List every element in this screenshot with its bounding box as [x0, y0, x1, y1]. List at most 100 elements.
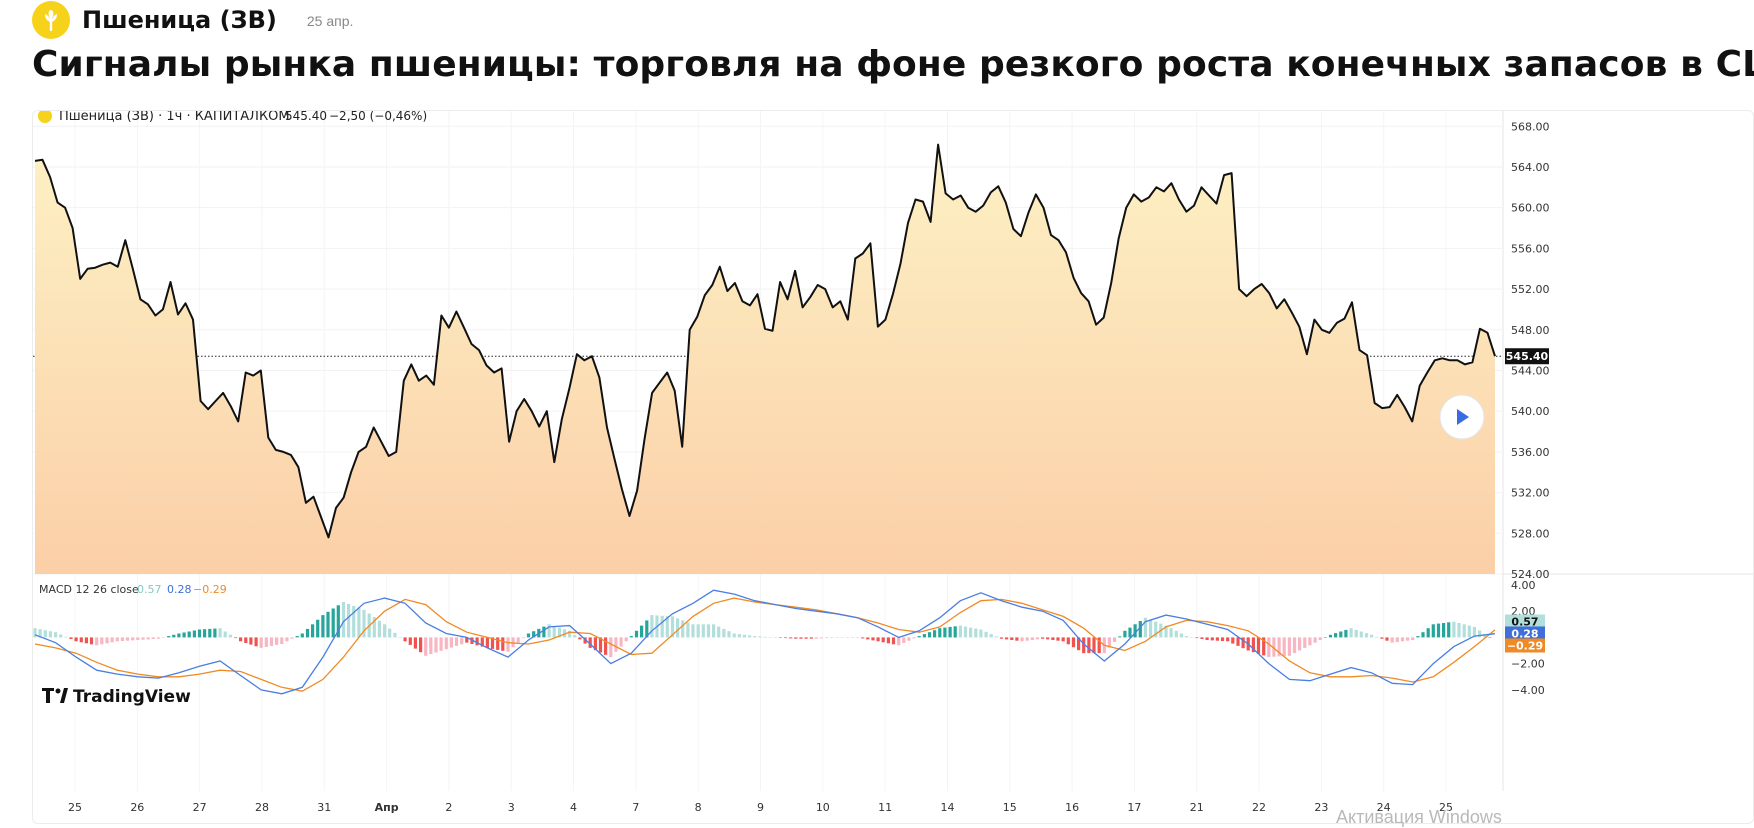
macd-histogram-bar — [496, 637, 500, 650]
macd-histogram-bar — [1442, 623, 1446, 638]
macd-histogram-bar — [938, 628, 942, 638]
macd-badge-2-text: 0.28 — [1511, 627, 1538, 640]
macd-histogram-bar — [1436, 623, 1441, 638]
macd-histogram-bar — [948, 626, 952, 638]
macd-histogram-bar — [773, 637, 777, 638]
macd-histogram-bar — [403, 637, 407, 642]
macd-histogram-bar — [588, 637, 592, 648]
asset-name[interactable]: Пшеница (ЗВ) — [82, 6, 277, 34]
macd-histogram-bar — [1318, 637, 1322, 640]
macd-histogram-bar — [434, 637, 438, 653]
macd-histogram-bar — [228, 634, 232, 638]
x-tick-label: 9 — [757, 801, 764, 814]
macd-histogram-bar — [1143, 617, 1147, 638]
macd-histogram-bar — [305, 628, 310, 638]
macd-histogram-bar — [408, 637, 412, 645]
macd-histogram-bar — [1149, 619, 1153, 638]
x-tick-label: 17 — [1127, 801, 1141, 814]
macd-histogram-bar — [516, 637, 520, 643]
macd-histogram-bar — [1339, 631, 1343, 638]
macd-histogram-bar — [480, 637, 484, 647]
macd-histogram-bar — [352, 605, 356, 638]
macd-histogram-bar — [424, 637, 428, 656]
macd-histogram-bar — [95, 637, 99, 646]
macd-histogram-bar — [244, 637, 248, 643]
macd-histogram-bar — [1041, 637, 1045, 639]
macd-histogram-bar — [1344, 629, 1348, 638]
macd-histogram-bar — [398, 637, 402, 638]
x-tick-label: 28 — [255, 801, 269, 814]
legend-symbol: Пшеница (ЗВ) · 1ч · КАПИТАЛКОМ — [59, 111, 290, 124]
macd-histogram-bar — [722, 628, 726, 638]
y-tick-label: 532.00 — [1511, 487, 1550, 500]
x-tick-label: 15 — [1003, 801, 1017, 814]
wheat-icon[interactable] — [32, 1, 70, 39]
macd-histogram-bar — [177, 633, 181, 638]
macd-histogram-bar — [1190, 637, 1194, 638]
x-tick-label: 25 — [1439, 801, 1453, 814]
macd-histogram-bar — [609, 637, 613, 658]
macd-histogram-bar — [377, 620, 381, 638]
macd-histogram-bar — [1030, 637, 1034, 640]
macd-histogram-bar — [532, 631, 536, 638]
macd-histogram-bar — [840, 637, 844, 638]
macd-histogram-bar — [311, 624, 315, 638]
macd-histogram-bar — [280, 637, 284, 644]
macd-histogram-bar — [1241, 637, 1245, 649]
x-tick-label: 31 — [317, 801, 331, 814]
play-button[interactable] — [1439, 394, 1485, 440]
macd-histogram-bar — [1210, 637, 1214, 641]
macd-histogram-bar — [254, 637, 258, 647]
macd-histogram-bar — [717, 626, 721, 638]
macd-histogram-bar — [933, 630, 937, 638]
macd-histogram-bar — [1328, 634, 1333, 638]
legend-logo-icon — [38, 111, 52, 123]
macd-histogram-bar — [1447, 622, 1451, 638]
macd-histogram-bar — [239, 637, 243, 642]
macd-histogram-bar — [1123, 630, 1127, 638]
macd-histogram-bar — [454, 637, 459, 646]
macd-histogram-bar — [100, 637, 104, 645]
macd-histogram-bar — [1354, 629, 1358, 638]
x-tick-label: 23 — [1314, 801, 1328, 814]
macd-histogram-bar — [1205, 637, 1209, 640]
macd-histogram-bar — [1118, 636, 1122, 638]
macd-histogram-bar — [1375, 636, 1379, 638]
macd-histogram-bar — [264, 637, 268, 647]
macd-histogram-bar — [1215, 637, 1219, 641]
y-tick-label: 568.00 — [1511, 120, 1550, 133]
chart-widget[interactable]: 568.00 564.00 560.00 556.00 552.00 548.00 544.… — [32, 110, 1754, 824]
macd-histogram-bar — [1287, 637, 1291, 656]
macd-histogram-bar — [1179, 633, 1183, 638]
macd-histogram-bar — [922, 634, 926, 638]
macd-histogram-bar — [676, 618, 680, 638]
macd-histogram-bar — [1267, 637, 1271, 658]
macd-histogram-bar — [1272, 637, 1276, 657]
macd-histogram-bar — [958, 625, 962, 638]
macd-histogram-bar — [794, 637, 798, 639]
macd-histogram-bar — [963, 626, 968, 638]
x-tick-label: 2 — [445, 801, 452, 814]
price-chart[interactable]: 568.00 564.00 560.00 556.00 552.00 548.00 544.… — [33, 111, 1753, 823]
macd-histogram-bar — [38, 629, 42, 638]
macd-histogram-bar — [855, 637, 860, 638]
macd-histogram-bar — [1277, 637, 1281, 657]
macd-histogram-bar — [1370, 634, 1374, 638]
macd-histogram-bar — [1051, 637, 1055, 640]
macd-histogram-bar — [1400, 637, 1405, 642]
macd-label: MACD 12 26 close — [39, 583, 139, 596]
macd-histogram-bar — [1282, 637, 1286, 657]
macd-histogram-bar — [321, 615, 325, 638]
macd-histogram-bar — [660, 615, 664, 638]
price-line — [34, 143, 1496, 539]
macd-histogram-bar — [526, 633, 531, 638]
macd-histogram-bar — [115, 637, 119, 642]
macd-histogram-bar — [1298, 637, 1302, 651]
macd-histogram-bar — [578, 637, 582, 640]
macd-histogram-bar — [999, 637, 1004, 639]
macd-histogram-bar — [383, 624, 387, 638]
macd-histogram-bar — [33, 628, 37, 638]
tradingview-logo[interactable]: TradingView — [42, 687, 191, 707]
macd-histogram-bar — [619, 637, 623, 647]
macd-histogram-bar — [886, 637, 890, 644]
